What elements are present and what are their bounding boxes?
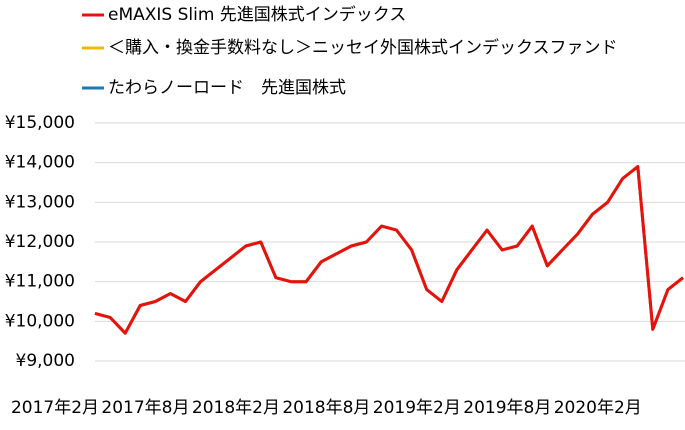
series-line: [94, 165, 684, 335]
y-tick-label: ¥10,000: [5, 311, 75, 331]
y-tick-label: ¥15,000: [5, 113, 75, 133]
x-tick-label: 2017年2月: [11, 398, 99, 418]
legend-label: たわらノーロード 先進国株式: [108, 78, 346, 98]
series-line: [94, 165, 684, 335]
x-tick-label: 2017年8月: [101, 398, 189, 418]
x-tick-label: 2018年2月: [192, 398, 280, 418]
y-tick-label: ¥14,000: [5, 153, 75, 173]
legend-label: eMAXIS Slim 先進国株式インデックス: [108, 4, 406, 25]
y-tick-label: ¥9,000: [16, 351, 75, 371]
legend-label: ＜購入・換金手数料なし＞ニッセイ外国株式インデックスファンド: [108, 37, 618, 58]
x-tick-label: 2018年8月: [282, 398, 370, 418]
x-tick-label: 2020年2月: [554, 398, 642, 418]
y-tick-label: ¥12,000: [5, 232, 75, 252]
y-tick-label: ¥11,000: [5, 272, 75, 292]
series-line: [94, 165, 684, 335]
x-tick-label: 2019年2月: [373, 398, 461, 418]
y-tick-label: ¥13,000: [5, 192, 75, 212]
x-tick-label: 2019年8月: [463, 398, 551, 418]
